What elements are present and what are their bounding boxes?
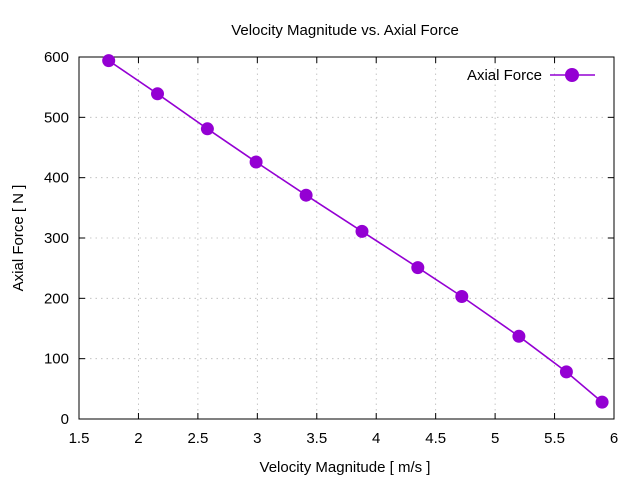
x-tick-label: 4.5 <box>425 430 446 447</box>
y-axis-label: Axial Force [ N ] <box>10 185 27 292</box>
x-tick-label: 5 <box>491 430 499 447</box>
data-point <box>200 122 214 136</box>
data-point <box>411 261 425 275</box>
data-point <box>595 395 609 409</box>
x-tick-label: 1.5 <box>69 430 90 447</box>
x-tick-label: 5.5 <box>544 430 565 447</box>
data-point <box>249 155 263 169</box>
data-point <box>355 224 369 238</box>
legend: Axial Force <box>467 67 595 84</box>
y-tick-label: 200 <box>44 290 69 307</box>
y-tick-label: 300 <box>44 230 69 247</box>
legend-marker-icon <box>565 68 579 82</box>
data-point <box>102 54 116 68</box>
x-tick-label: 6 <box>610 430 618 447</box>
x-axis-label: Velocity Magnitude [ m/s ] <box>260 459 431 476</box>
legend-label-axial-force: Axial Force <box>467 67 542 84</box>
y-tick-label: 400 <box>44 170 69 187</box>
axis-ticks <box>78 56 615 420</box>
x-tick-label: 3.5 <box>306 430 327 447</box>
data-point <box>559 365 573 379</box>
grid-lines <box>79 57 614 419</box>
x-tick-label: 3 <box>253 430 261 447</box>
data-point <box>512 329 526 343</box>
y-tick-label: 500 <box>44 109 69 126</box>
y-tick-label: 600 <box>44 49 69 66</box>
plot-frame <box>78 56 615 420</box>
y-tick-label: 100 <box>44 351 69 368</box>
data-point <box>151 87 164 101</box>
y-tick-label: 0 <box>61 411 69 428</box>
x-tick-label: 2 <box>134 430 142 447</box>
x-tick-label: 2.5 <box>187 430 208 447</box>
chart-title: Velocity Magnitude vs. Axial Force <box>231 22 459 39</box>
series-layer <box>102 54 609 409</box>
x-tick-label: 4 <box>372 430 380 447</box>
tick-labels: 1.5 2 2.5 3 3.5 4 4.5 5 5.5 6 0 100 200 300 400 500 600 <box>44 49 618 447</box>
series-line-axial-force <box>108 59 603 403</box>
data-point <box>299 188 313 202</box>
data-point <box>455 290 469 303</box>
